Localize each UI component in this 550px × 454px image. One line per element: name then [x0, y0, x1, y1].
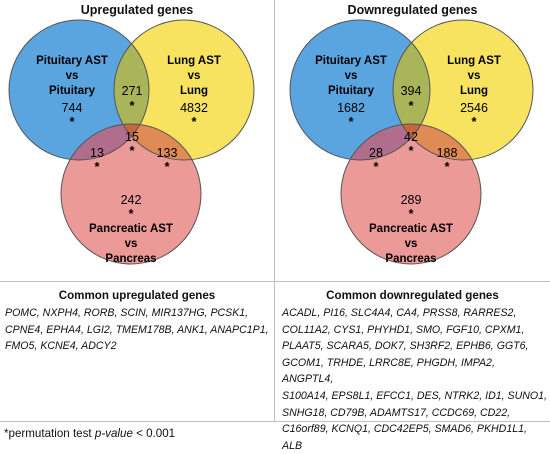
down-count-all: 42 [404, 130, 418, 144]
pituitary-label-line1: Pituitary AST [315, 55, 387, 67]
up-count-pancreatic-only: 242 [121, 193, 142, 207]
down-star-lung-pancreatic: * [444, 159, 450, 174]
up-star-pituitary-lung: * [129, 98, 135, 113]
pituitary-label-line3: Pituitary [328, 85, 375, 97]
pancreatic-circle [61, 124, 201, 264]
pancreatic-label-line2: vs [125, 238, 138, 250]
common-up-title: Common upregulated genes [58, 289, 216, 302]
lung-circle [393, 20, 533, 160]
up-star-pituitary-only: * [69, 114, 75, 129]
lung-label-line3: Lung [460, 85, 488, 97]
lung-label-line2: vs [188, 70, 201, 82]
up-star-lung-only: * [191, 114, 197, 129]
pancreatic-label-line3: Pancreas [105, 253, 156, 265]
pituitary-label-line3: Pituitary [49, 85, 96, 97]
pituitary-label-line2: vs [345, 70, 358, 82]
footnote: *permutation test p-value < 0.001 [4, 427, 175, 440]
up-count-pituitary-lung: 271 [122, 84, 143, 98]
down-count-pancreatic-only: 289 [401, 193, 422, 207]
gene-line: S100A14, EPS8L1, EFCC1, DES, NTRK2, ID1,… [282, 389, 547, 402]
up-count-pituitary-pancreatic: 13 [90, 146, 104, 160]
gene-line: ACADL, PI16, SLC4A4, CA4, PRSS8, RARRES2… [282, 307, 517, 319]
pancreatic-label-line1: Pancreatic AST [369, 223, 453, 235]
down-count-lung-pancreatic: 188 [437, 146, 458, 160]
footnote-pvalue: p-value [94, 427, 133, 440]
horizontal-divider [0, 281, 550, 282]
lung-label-line1: Lung AST [167, 55, 221, 67]
pituitary-circle [290, 20, 430, 160]
down-star-all: * [408, 143, 414, 158]
footnote-suffix: < 0.001 [132, 427, 176, 440]
down-star-pituitary-only: * [348, 114, 354, 129]
pancreatic-label-line1: Pancreatic AST [89, 223, 173, 235]
gene-line: COL11A2, CYS1, PHYHD1, SMO, FGF10, CPXM1… [282, 323, 525, 336]
down-star-pancreatic-only: * [408, 206, 414, 221]
down-count-pituitary-lung: 394 [401, 84, 422, 98]
pancreatic-label-line3: Pancreas [385, 253, 436, 265]
gene-line: FMO5, KCNE4, ADCY2 [5, 340, 117, 353]
up-star-all: * [129, 143, 135, 158]
down-star-pituitary-lung: * [408, 98, 414, 113]
pituitary-label-line1: Pituitary AST [36, 55, 108, 67]
downregulated-venn: Pituitary AST vs Pituitary 1682 * Lung A… [289, 19, 534, 265]
lung-label-line1: Lung AST [447, 55, 501, 67]
down-star-lung-only: * [471, 114, 477, 129]
common-up-gene-list: POMC, NXPH4, RORB, SCIN, MIR137HG, PCSK1… [5, 305, 271, 355]
down-count-pituitary-pancreatic: 28 [369, 146, 383, 160]
bottom-divider [0, 421, 550, 422]
gene-line: SNHG18, CD79B, ADAMTS17, CCDC69, CD22, [282, 406, 511, 419]
down-count-lung-only: 2546 [460, 101, 488, 115]
gene-line: GCOM1, TRHDE, LRRC8E, PHGDH, IMPA2, ANGP… [282, 356, 495, 386]
gene-line: C16orf89, KCNQ1, CDC42EP5, SMAD6, PKHD1L… [282, 423, 527, 452]
up-star-pancreatic-only: * [128, 206, 134, 221]
common-down-gene-list: ACADL, PI16, SLC4A4, CA4, PRSS8, RARRES2… [282, 305, 548, 454]
upregulated-title: Upregulated genes [80, 3, 194, 17]
up-count-all: 15 [125, 130, 139, 144]
common-down-title: Common downregulated genes [326, 289, 499, 302]
upregulated-venn: Pituitary AST vs Pituitary 744 * Lung AS… [8, 19, 255, 265]
downregulated-title: Downregulated genes [347, 3, 478, 17]
pituitary-circle [9, 20, 149, 160]
footnote-prefix: *permutation test [4, 427, 95, 440]
vertical-divider [274, 0, 275, 422]
up-count-pituitary-only: 744 [62, 101, 83, 115]
gene-line: POMC, NXPH4, RORB, SCIN, MIR137HG, PCSK1… [5, 307, 249, 319]
down-star-pituitary-pancreatic: * [373, 159, 379, 174]
up-count-lung-only: 4832 [180, 101, 208, 115]
pancreatic-circle [341, 124, 481, 264]
pancreatic-label-line2: vs [405, 238, 418, 250]
gene-line: PLAAT5, SCARA5, DOK7, SH3RF2, EPHB6, GGT… [282, 340, 529, 353]
up-star-pituitary-pancreatic: * [94, 159, 100, 174]
up-star-lung-pancreatic: * [164, 159, 170, 174]
lung-label-line2: vs [468, 70, 481, 82]
up-count-lung-pancreatic: 133 [157, 146, 178, 160]
gene-line: CPNE4, EPHA4, LGI2, TMEM178B, ANK1, ANAP… [5, 323, 269, 336]
lung-circle [114, 20, 254, 160]
pituitary-label-line2: vs [66, 70, 79, 82]
down-count-pituitary-only: 1682 [337, 101, 365, 115]
lung-label-line3: Lung [180, 85, 208, 97]
